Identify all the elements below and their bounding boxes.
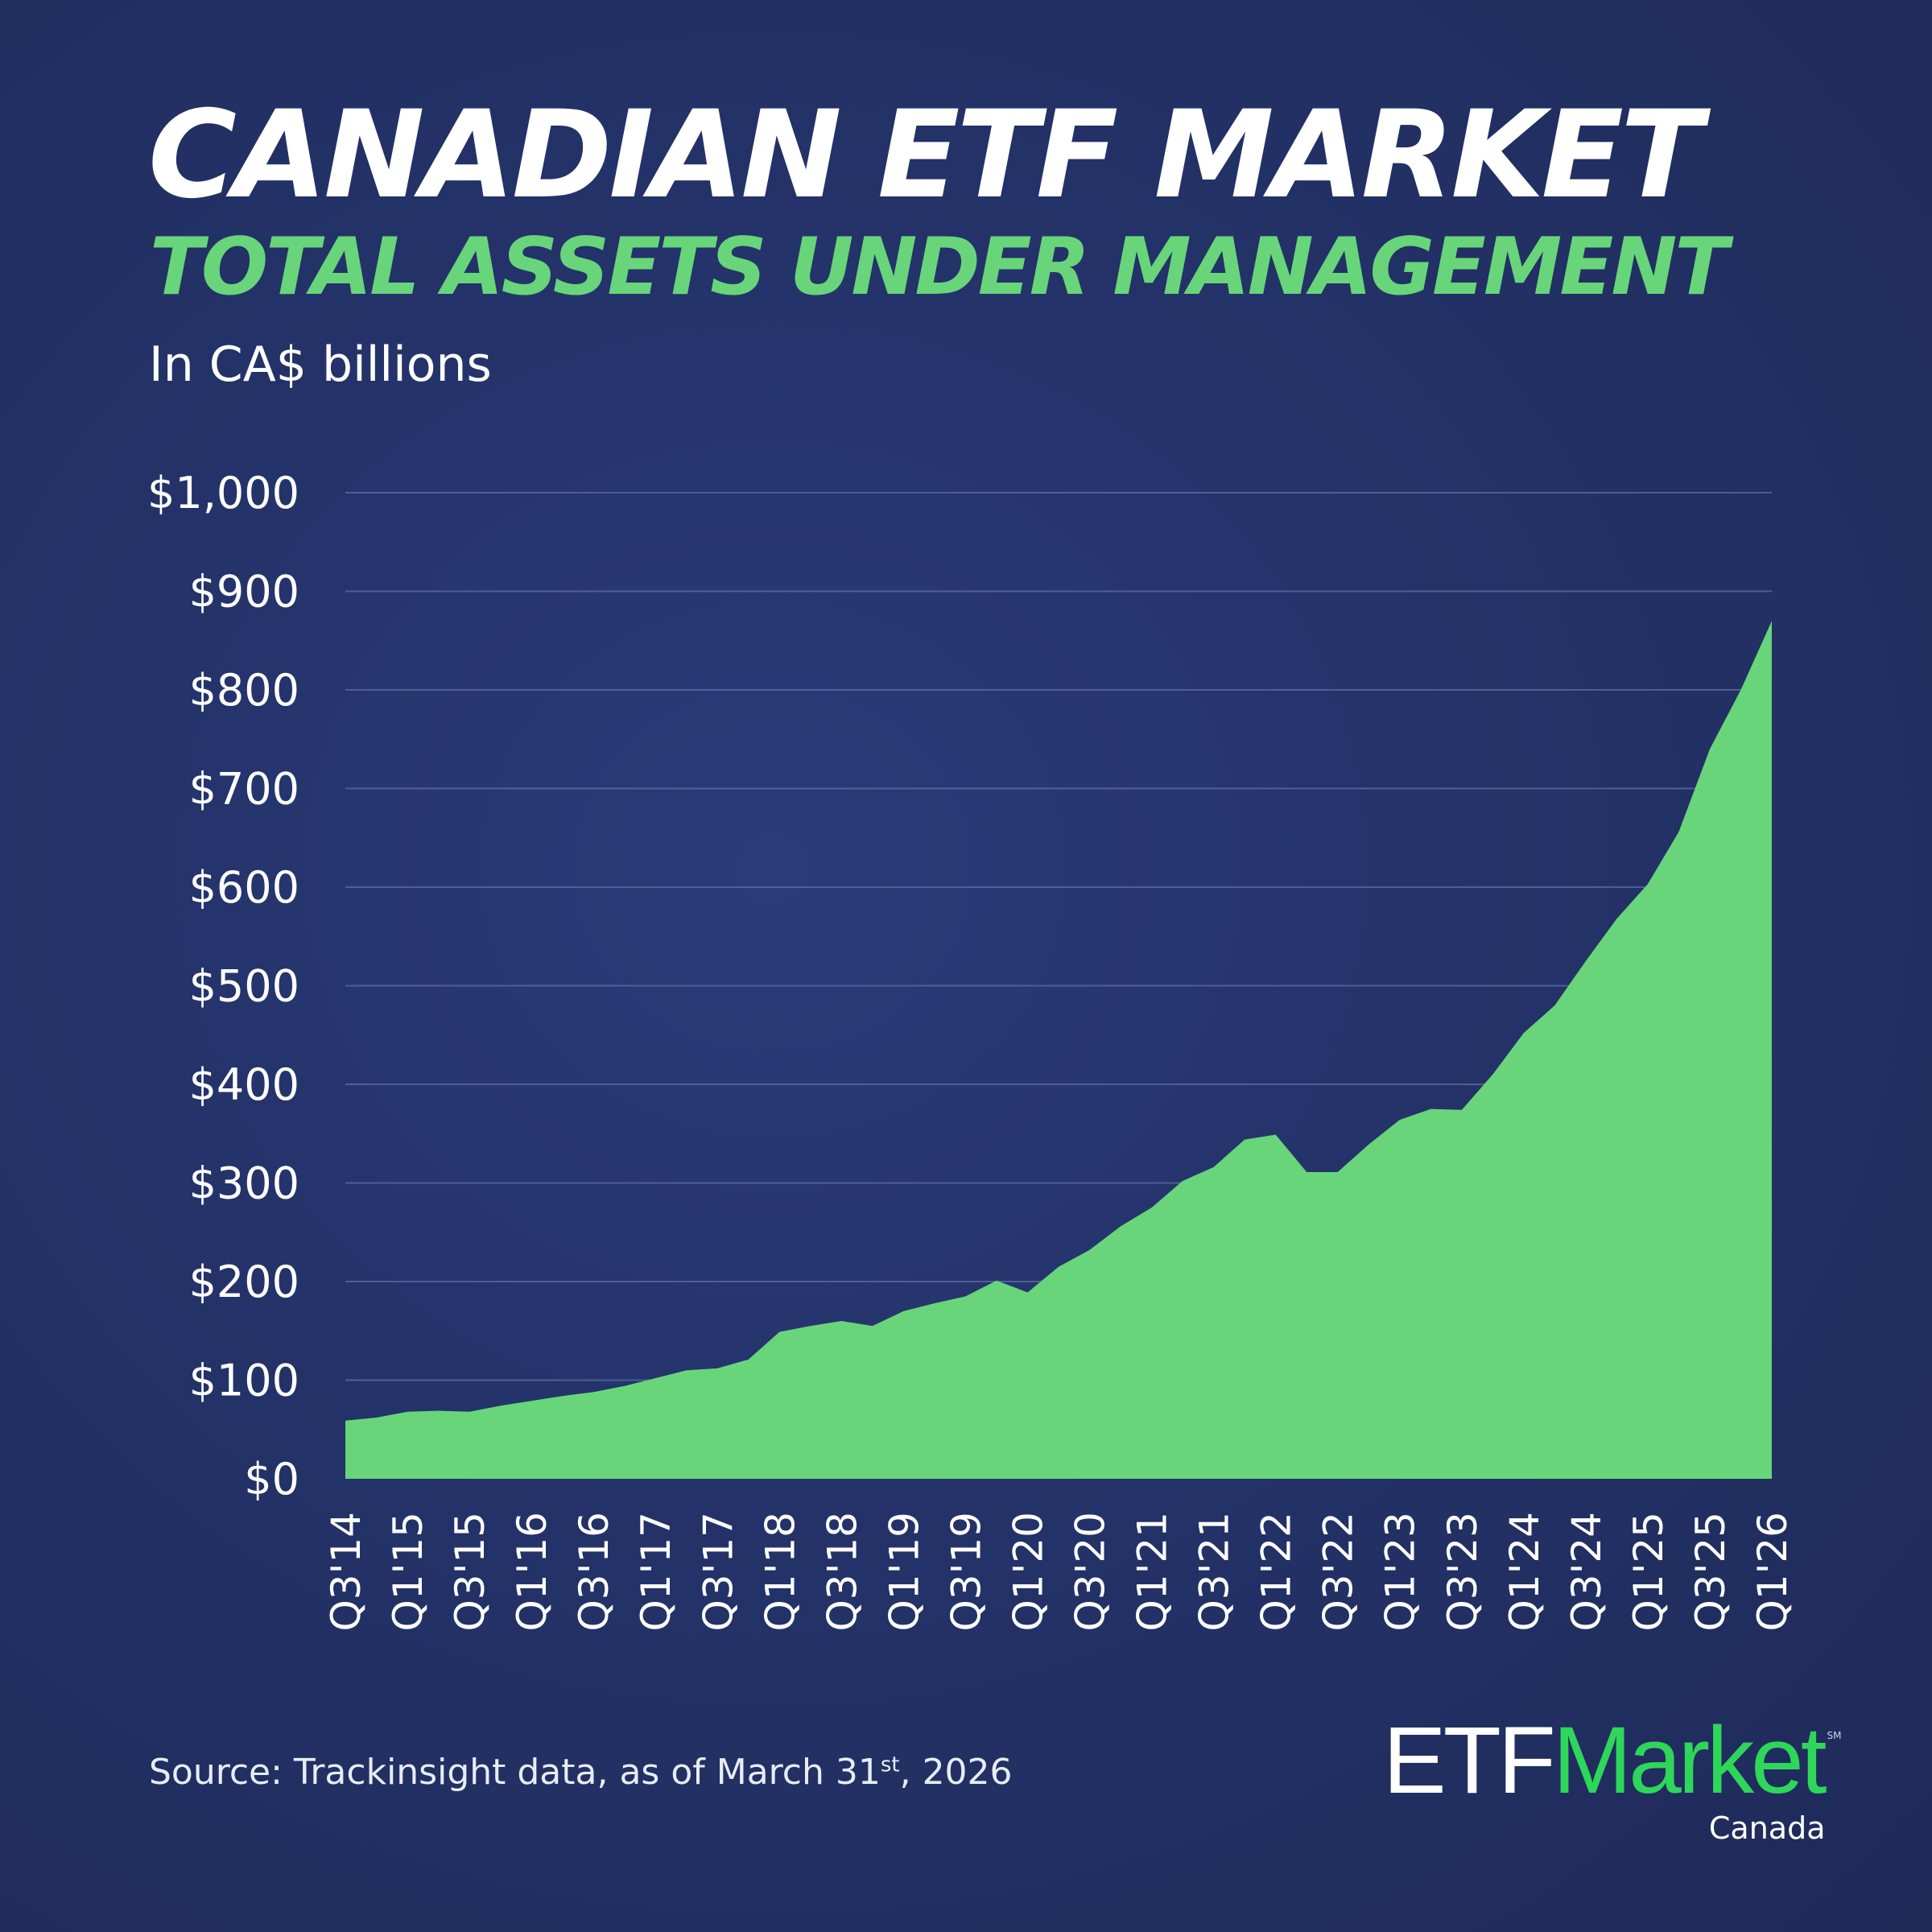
x-tick-label: Q3'19 xyxy=(943,1512,989,1632)
x-tick-label: Q3'24 xyxy=(1563,1512,1610,1632)
x-tick-label: Q3'21 xyxy=(1191,1512,1238,1632)
y-tick-label: $0 xyxy=(244,1454,299,1505)
x-tick-label: Q1'15 xyxy=(385,1512,431,1632)
x-tick-label: Q3'15 xyxy=(447,1512,493,1632)
y-tick-label: $600 xyxy=(189,862,299,913)
logo-service-mark: SM xyxy=(1827,1730,1842,1741)
x-tick-label: Q3'25 xyxy=(1687,1512,1734,1632)
logo-canada: Canada xyxy=(1708,1810,1826,1846)
y-tick-label: $900 xyxy=(189,567,299,617)
etfmarket-logo: ETFMarket SM Canada xyxy=(1383,1713,1842,1843)
x-tick-label: Q1'23 xyxy=(1377,1512,1424,1632)
x-tick-label: Q1'24 xyxy=(1501,1512,1548,1632)
x-tick-label: Q1'19 xyxy=(881,1512,927,1632)
y-tick-label: $1,000 xyxy=(147,468,299,518)
chart-title: CANADIAN ETF MARKET xyxy=(148,85,1703,225)
source-ordinal: st xyxy=(880,1752,900,1777)
x-tick-label: Q3'23 xyxy=(1439,1512,1486,1632)
x-tick-label: Q1'26 xyxy=(1749,1512,1796,1632)
y-tick-label: $400 xyxy=(189,1059,299,1110)
source-note: Source: Trackinsight data, as of March 3… xyxy=(149,1752,1013,1793)
x-tick-label: Q1'21 xyxy=(1129,1512,1176,1632)
x-tick-label: Q3'22 xyxy=(1315,1512,1362,1632)
x-tick-label: Q1'16 xyxy=(509,1512,555,1632)
source-year: , 2026 xyxy=(899,1752,1013,1793)
y-tick-label: $500 xyxy=(189,961,299,1012)
source-text: Source: Trackinsight data, as of March 3… xyxy=(149,1752,881,1793)
y-tick-label: $100 xyxy=(189,1356,299,1406)
y-tick-label: $800 xyxy=(189,665,299,716)
x-tick-label: Q1'17 xyxy=(633,1512,679,1632)
aum-area xyxy=(345,621,1772,1479)
x-tick-label: Q3'18 xyxy=(819,1512,865,1632)
unit-label: In CA$ billions xyxy=(149,336,492,393)
x-tick-label: Q1'25 xyxy=(1625,1512,1672,1632)
x-tick-label: Q3'14 xyxy=(323,1512,369,1632)
logo-wordmark: ETFMarket xyxy=(1383,1713,1827,1808)
logo-etf: ETF xyxy=(1383,1707,1556,1814)
x-tick-label: Q1'22 xyxy=(1253,1512,1300,1632)
logo-market: Market xyxy=(1552,1707,1827,1814)
x-tick-label: Q3'17 xyxy=(695,1512,741,1632)
x-tick-label: Q1'20 xyxy=(1005,1512,1051,1632)
x-tick-label: Q3'16 xyxy=(571,1512,617,1632)
chart-subtitle: TOTAL ASSETS UNDER MANAGEMENT xyxy=(150,221,1728,313)
y-tick-label: $300 xyxy=(189,1158,299,1209)
logo-row: ETFMarket SM xyxy=(1383,1713,1842,1808)
y-tick-label: $700 xyxy=(189,764,299,815)
y-tick-label: $200 xyxy=(189,1257,299,1307)
x-tick-label: Q1'18 xyxy=(757,1512,803,1632)
x-tick-label: Q3'20 xyxy=(1067,1512,1114,1632)
